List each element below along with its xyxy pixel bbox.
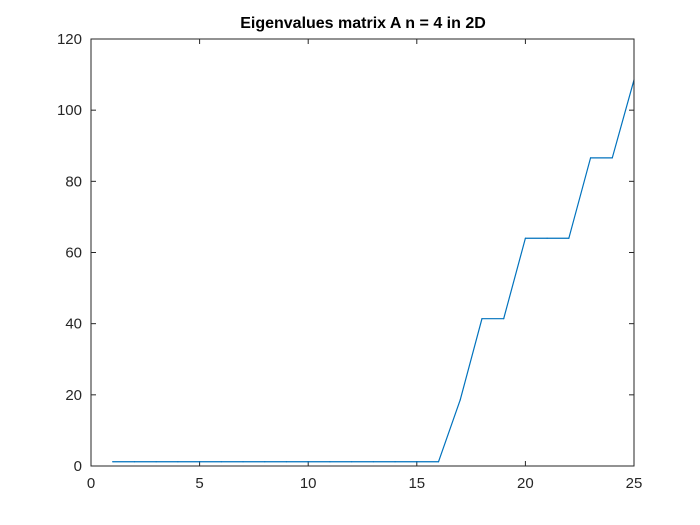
y-tick-label: 0 (74, 458, 82, 475)
y-tick-label: 120 (57, 31, 82, 48)
data-point (112, 461, 114, 463)
y-tick-label: 20 (65, 387, 82, 404)
data-point (546, 237, 548, 239)
data-point (481, 318, 483, 320)
x-tick-label: 25 (626, 475, 643, 492)
data-point (133, 461, 136, 463)
data-point (242, 461, 244, 463)
data-point (199, 461, 201, 463)
x-tick-label: 20 (517, 475, 534, 492)
y-tick-label: 80 (65, 173, 82, 190)
data-point (524, 237, 527, 239)
data-point (459, 399, 461, 401)
data-point (503, 318, 505, 320)
series-layer (112, 79, 635, 463)
data-point (329, 461, 331, 463)
y-tick-label: 40 (65, 316, 82, 333)
data-point (394, 461, 396, 463)
x-tick-label: 0 (87, 475, 95, 492)
axis-ticks: 0 5 10 15 20 25 0 20 40 60 80 100 120 (57, 31, 642, 492)
chart-title: Eigenvalues matrix A n = 4 in 2D (240, 15, 486, 32)
data-point (589, 157, 592, 159)
data-point (568, 237, 570, 239)
data-point (177, 461, 179, 463)
data-point (351, 461, 353, 463)
x-tick-label: 15 (408, 475, 425, 492)
data-point (372, 461, 374, 463)
plot-frame (90, 38, 635, 467)
data-point (307, 461, 309, 463)
data-point (285, 461, 288, 463)
data-point (437, 461, 440, 463)
data-point (416, 461, 418, 463)
data-point (220, 461, 222, 463)
data-point (264, 461, 266, 463)
x-tick-label: 10 (300, 475, 317, 492)
x-tick-label: 5 (195, 475, 203, 492)
y-tick-label: 100 (57, 102, 82, 119)
data-point (611, 157, 613, 159)
plot-area (91, 39, 634, 466)
data-point (155, 461, 157, 463)
y-tick-label: 60 (65, 245, 82, 262)
